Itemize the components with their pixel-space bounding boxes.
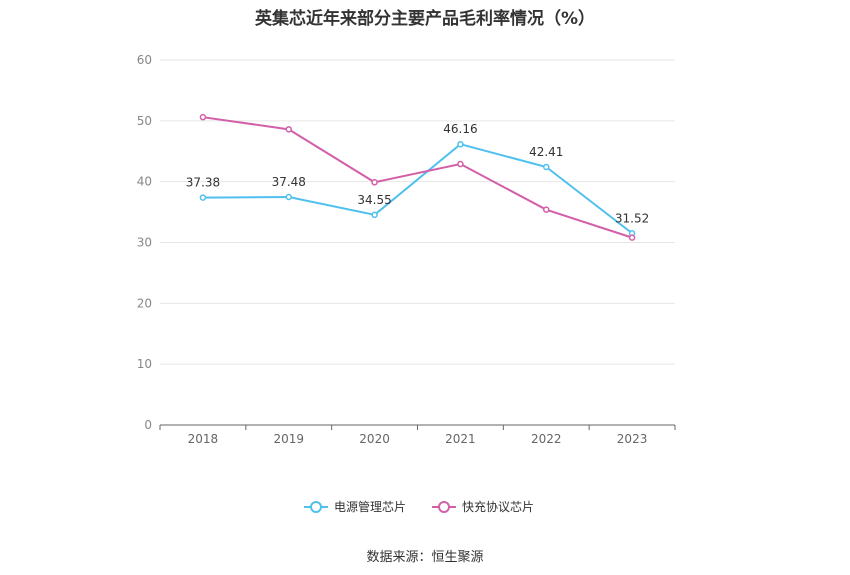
- y-tick-label: 10: [137, 357, 152, 371]
- x-tick-label: 2020: [359, 432, 390, 446]
- x-tick-label: 2021: [445, 432, 476, 446]
- data-point: [199, 113, 207, 121]
- chart-title: 英集芯近年来部分主要产品毛利率情况（%）: [254, 9, 596, 29]
- x-tick-label: 2022: [531, 432, 562, 446]
- x-tick-label: 2018: [188, 432, 219, 446]
- legend-item-1[interactable]: 电源管理芯片: [304, 499, 406, 514]
- data-point: [285, 126, 292, 133]
- data-label: 37.38: [186, 176, 220, 190]
- data-label: 37.48: [272, 175, 306, 189]
- data-label: 46.16: [443, 122, 477, 136]
- axes: 0 10 20 30 40 50 60 2018 2019 2020 2021 2022 2023: [137, 53, 676, 446]
- series-line-1: [202, 143, 633, 235]
- y-tick-label: 20: [137, 296, 152, 310]
- x-tick-label: 2023: [617, 432, 648, 446]
- data-labels: 37.38 37.48 34.55 46.16 42.41 31.52: [186, 122, 650, 225]
- legend-label: 电源管理芯片: [334, 499, 406, 514]
- data-point: [543, 163, 550, 171]
- y-tick-label: 40: [137, 175, 152, 189]
- legend-marker-icon: [438, 501, 450, 513]
- legend[interactable]: 电源管理芯片 快充协议芯片: [304, 499, 534, 514]
- series-lines: [199, 113, 636, 241]
- series-line-2: [202, 116, 633, 239]
- data-point: [628, 234, 636, 241]
- y-tick-label: 50: [137, 114, 152, 128]
- x-tick-label: 2019: [273, 432, 304, 446]
- data-point: [543, 206, 550, 213]
- y-tick-label: 30: [137, 236, 152, 250]
- data-point: [199, 194, 207, 201]
- data-point: [457, 160, 464, 168]
- legend-marker-icon: [310, 501, 322, 513]
- source-note: 数据来源：恒生聚源: [366, 550, 484, 565]
- data-label: 34.55: [357, 193, 391, 207]
- legend-label: 快充协议芯片: [462, 499, 534, 514]
- data-point: [285, 193, 292, 201]
- y-tick-label: 60: [137, 53, 152, 67]
- data-point: [371, 179, 378, 186]
- y-tick-label: 0: [144, 418, 152, 432]
- data-point: [457, 140, 464, 148]
- data-point: [371, 211, 378, 219]
- legend-item-2[interactable]: 快充协议芯片: [432, 499, 534, 514]
- data-label: 31.52: [615, 211, 649, 225]
- data-label: 42.41: [529, 145, 563, 159]
- grid-lines: [160, 59, 675, 365]
